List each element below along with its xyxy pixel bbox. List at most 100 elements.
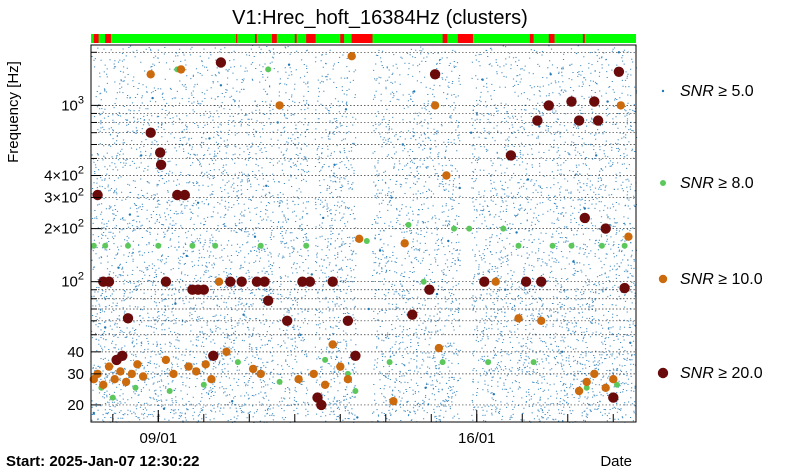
y-tick-label-4: 2×102 (44, 218, 84, 238)
point-snr2-22 (275, 101, 284, 110)
point-snr0-44 (595, 154, 598, 157)
point-snr3-36 (532, 115, 543, 126)
point-snr0-4 (140, 154, 143, 157)
point-snr2-15 (192, 367, 201, 376)
point-snr2-3 (104, 362, 114, 371)
y-tick-label-7: 103 (61, 94, 84, 114)
point-snr3-19 (251, 276, 263, 287)
point-snr2-31 (389, 397, 398, 406)
legend-label-0: SNR ≥ 5.0 (680, 83, 754, 100)
y-axis-label: Frequency [Hz] (5, 61, 22, 163)
point-snr0-3 (128, 213, 132, 216)
point-snr0-14 (253, 235, 257, 238)
point-snr1-24 (439, 359, 446, 366)
point-snr2-14 (184, 362, 193, 371)
point-snr3-44 (600, 223, 611, 234)
segment-off-5 (294, 34, 297, 43)
point-snr2-30 (355, 234, 364, 243)
point-snr3-22 (282, 315, 293, 326)
point-snr2-40 (582, 377, 591, 387)
point-snr3-39 (566, 96, 577, 107)
segment-off-11 (529, 34, 534, 43)
legend-label-3: SNR ≥ 20.0 (680, 365, 763, 382)
point-snr0-40 (549, 73, 552, 76)
point-snr3-38 (543, 100, 554, 111)
point-snr2-19 (222, 347, 231, 356)
point-snr2-34 (434, 343, 444, 353)
point-snr2-2 (99, 380, 108, 389)
point-snr3-30 (407, 309, 418, 320)
point-snr2-7 (127, 369, 136, 379)
point-snr0-13 (242, 313, 245, 316)
point-snr2-23 (294, 375, 303, 384)
point-snr0-45 (606, 100, 609, 103)
point-snr3-32 (429, 69, 441, 80)
point-snr1-12 (234, 359, 241, 366)
point-snr1-13 (257, 242, 264, 249)
point-snr1-6 (155, 242, 162, 249)
point-snr1-7 (166, 388, 173, 394)
point-snr2-32 (400, 239, 409, 248)
point-snr0-22 (344, 108, 348, 111)
segment-off-9 (442, 34, 448, 43)
point-snr0-16 (276, 121, 279, 124)
point-snr2-36 (491, 277, 500, 286)
point-snr1-15 (276, 378, 283, 385)
point-snr2-18 (214, 277, 224, 286)
point-snr2-17 (207, 375, 216, 384)
point-snr0-2 (117, 266, 120, 269)
point-snr0-5 (151, 96, 154, 100)
point-snr1-31 (549, 242, 556, 249)
point-snr0-21 (333, 163, 336, 166)
point-snr0-42 (572, 260, 575, 263)
point-snr3-24 (304, 276, 316, 287)
point-snr3-34 (505, 150, 517, 161)
segment-off-8 (351, 34, 373, 43)
snr-5-background-field (91, 45, 638, 423)
y-tick-label-6: 4×102 (44, 165, 84, 185)
point-snr3-28 (342, 315, 354, 326)
segment-off-7 (340, 34, 345, 43)
cluster-points (89, 51, 633, 419)
segment-off-6 (306, 34, 316, 43)
point-snr2-39 (574, 386, 584, 396)
point-snr2-37 (514, 314, 523, 323)
point-snr2-10 (146, 70, 155, 79)
point-snr0-31 (447, 239, 450, 243)
segment-off-1 (105, 34, 111, 43)
point-snr2-12 (169, 369, 178, 379)
point-snr0-25 (378, 249, 382, 252)
point-snr1-29 (515, 242, 522, 249)
x-axis-label: Date (600, 453, 632, 470)
point-snr3-46 (613, 66, 625, 78)
point-snr2-29 (347, 52, 356, 61)
point-snr1-35 (614, 381, 620, 388)
point-snr3-37 (536, 276, 547, 287)
point-snr3-33 (479, 276, 490, 287)
point-snr0-36 (504, 288, 507, 291)
point-snr3-41 (579, 212, 590, 224)
point-snr1-26 (466, 225, 473, 232)
point-snr2-20 (248, 364, 258, 374)
point-snr2-26 (328, 340, 337, 349)
point-snr0-47 (629, 341, 632, 344)
y-tick-label-1: 30 (67, 366, 84, 383)
point-snr1-32 (568, 242, 575, 249)
x-tick-label-0: 09/01 (140, 430, 178, 447)
point-snr1-36 (621, 242, 628, 249)
point-snr3-15 (208, 350, 219, 361)
point-snr1-22 (405, 221, 412, 228)
point-snr1-3 (109, 394, 116, 401)
point-snr3-14 (198, 284, 209, 295)
chart-title: V1:Hrec_hoft_16384Hz (clusters) (232, 7, 528, 29)
point-snr3-10 (172, 189, 183, 201)
start-time-label: Start: 2025-Jan-07 12:30:22 (6, 453, 199, 470)
segment-off-2 (236, 34, 238, 43)
x-tick-label-1: 16/01 (458, 430, 496, 447)
point-snr0-41 (560, 350, 564, 353)
point-snr1-4 (125, 242, 131, 249)
point-snr2-13 (176, 65, 186, 74)
point-snr0-37 (515, 231, 518, 234)
point-snr0-46 (617, 51, 621, 54)
x-axis: 09/01 16/01 (112, 410, 614, 447)
